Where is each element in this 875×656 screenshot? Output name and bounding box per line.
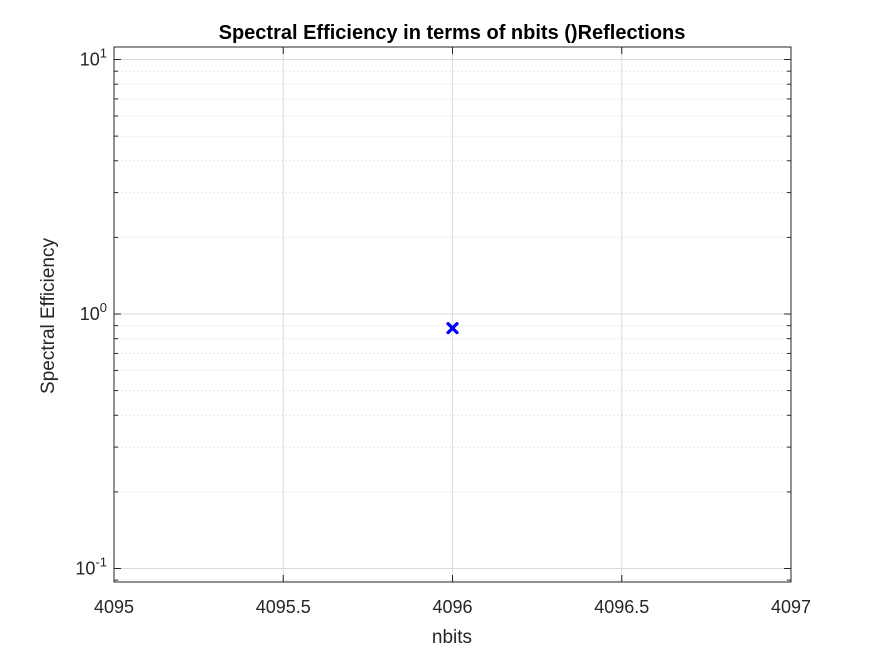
x-tick-label: 4097 bbox=[771, 597, 811, 617]
plot-box bbox=[113, 46, 792, 583]
y-tick-labels: 10-1 100 101 bbox=[75, 46, 107, 579]
x-tick-labels: 4095 4095.5 4096 4096.5 4097 bbox=[94, 597, 811, 617]
x-tick-label: 4095 bbox=[94, 597, 134, 617]
y-tick-label: 101 bbox=[80, 46, 107, 70]
x-tick-label: 4095.5 bbox=[256, 597, 311, 617]
x-tick-label: 4096 bbox=[432, 597, 472, 617]
grid bbox=[113, 47, 792, 582]
x-tick-label: 4096.5 bbox=[594, 597, 649, 617]
marker-stroke bbox=[446, 322, 459, 335]
y-tick-label: 10-1 bbox=[75, 554, 107, 578]
chart-title: Spectral Efficiency in terms of nbits ()… bbox=[219, 22, 686, 44]
x-axis-label: nbits bbox=[432, 627, 472, 648]
data-point-marker bbox=[446, 322, 459, 335]
axes bbox=[113, 46, 792, 583]
data-points bbox=[446, 322, 459, 335]
y-axis-label: Spectral Efficiency bbox=[38, 238, 59, 394]
y-tick-label: 100 bbox=[80, 300, 107, 324]
